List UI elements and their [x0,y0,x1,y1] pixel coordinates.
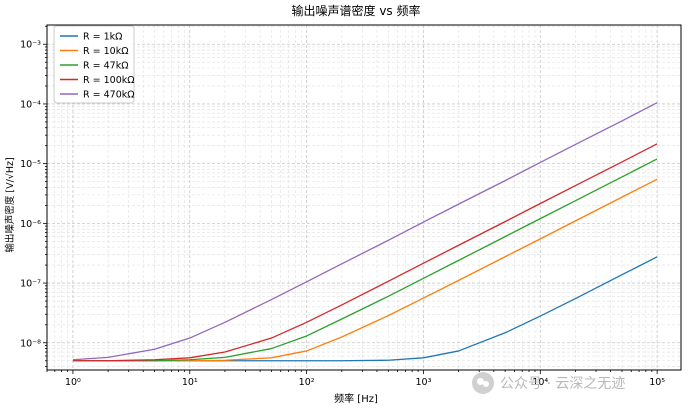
y-tick-label: 10⁻⁷ [20,279,41,290]
y-axis-label: 输出噪声密度 [V/√Hz] [4,157,16,252]
legend-label: R = 470kΩ [83,90,135,101]
legend-label: R = 100kΩ [83,75,135,86]
legend-box [53,25,135,104]
series-lines [72,102,658,362]
chart-title: 输出噪声谱密度 vs 频率 [292,3,421,18]
y-tick-label: 10⁻⁴ [20,99,41,110]
wechat-icon [472,372,494,394]
major-gridlines [47,25,681,370]
y-axis-ticks: 10⁻⁸ 10⁻⁷ 10⁻⁶ 10⁻⁵ 10⁻⁴ 10⁻³ [20,25,47,367]
series-line-4 [72,143,658,362]
y-tick-label: 10⁻⁶ [20,219,41,230]
y-tick-label: 10⁻³ [20,40,41,51]
legend-label: R = 1kΩ [83,32,122,43]
x-tick-label: 10¹ [182,377,198,388]
y-tick-label: 10⁻⁸ [20,338,41,349]
x-tick-label: 10³ [416,377,432,388]
legend: R = 1kΩ R = 10kΩ R = 47kΩ R = 100kΩ R = 470k… [53,25,135,104]
x-tick-label: 10⁰ [65,377,81,388]
x-axis-ticks: 10⁰10¹10²10³10⁴10⁵10⁶ [46,370,665,388]
minor-gridlines [46,25,681,370]
series-line-5 [72,102,658,361]
x-tick-label: 10² [299,377,315,388]
y-tick-label: 10⁻⁵ [20,159,41,170]
series-line-1 [72,256,658,362]
x-tick-label: 10⁵ [649,377,665,388]
watermark: 公众号 · 云深之无迹 [472,370,682,396]
legend-label: R = 10kΩ [83,46,128,57]
legend-label: R = 47kΩ [83,61,128,72]
watermark-text: 公众号 · 云深之无迹 [500,376,626,392]
plot-frame [46,24,682,371]
series-line-3 [72,158,658,362]
series-line-2 [72,178,658,362]
x-axis-label: 频率 [Hz] [334,392,378,405]
x-tick-label: 10⁴ [532,377,548,388]
